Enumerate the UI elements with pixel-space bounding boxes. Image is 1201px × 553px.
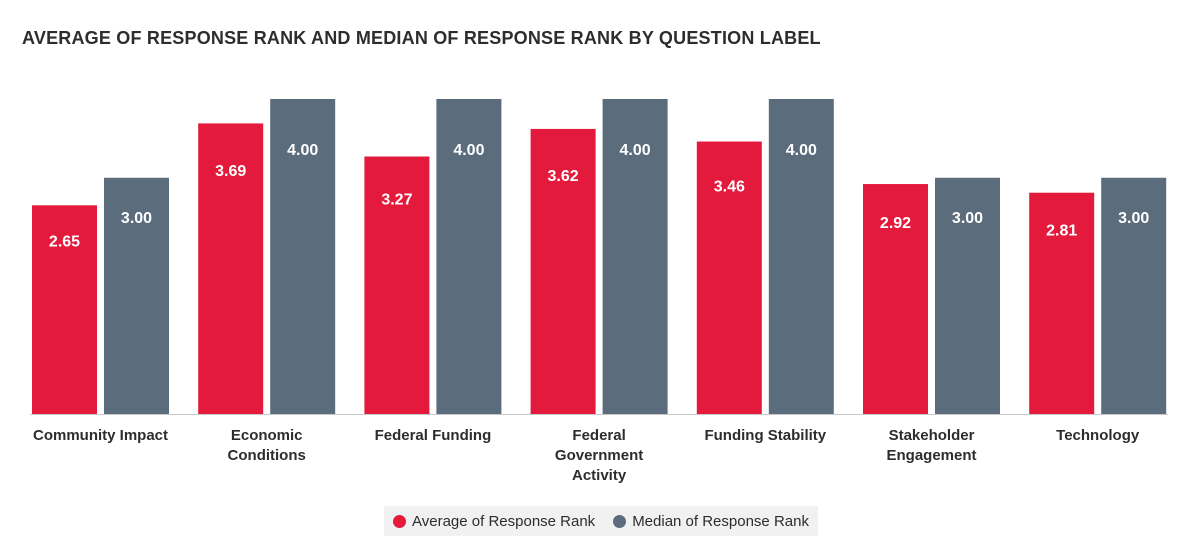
bar-chart: 2.65 3.00 Community Impact 3.69 4.00 Economic… [30,99,1168,484]
bar-median-4 [768,99,834,414]
x-tick-label-4: Funding Stability [704,427,826,444]
bar-median-2 [436,99,502,414]
legend-item-median: Median of Response Rank [613,513,809,530]
data-label-median-1: 4.00 [287,142,318,159]
bar-average-4 [696,141,762,414]
data-label-median-3: 4.00 [620,142,651,159]
data-label-average-2: 3.27 [381,192,412,209]
data-label-median-6: 3.00 [1118,210,1149,227]
bar-median-0 [104,177,169,414]
data-label-average-1: 3.69 [215,163,246,180]
legend-label-average: Average of Response Rank [412,512,596,530]
bar-median-3 [602,99,668,414]
legend-item-average: Average of Response Rank [393,513,595,530]
legend-swatch-median [613,514,627,528]
x-tick-label-5: Stakeholder Engagement [886,427,976,464]
x-tick-label-3: Federal Government Activity [555,427,643,484]
bar-average-0 [32,205,97,414]
x-tick-label-1: Economic Conditions [228,427,306,464]
data-label-average-4: 3.46 [714,179,745,196]
data-label-average-0: 2.65 [49,234,80,251]
legend-swatch-average [393,514,407,528]
bar-median-6 [1101,177,1167,414]
data-label-median-5: 3.00 [952,210,983,227]
data-label-average-5: 2.92 [880,215,911,232]
chart-legend: Average of Response Rank Median of Respo… [384,506,818,536]
x-tick-label-0: Community Impact [33,427,168,444]
bar-median-1 [270,99,336,414]
chart-title: AVERAGE OF RESPONSE RANK AND MEDIAN OF R… [22,28,821,48]
bar-average-2 [364,156,430,415]
legend-label-median: Median of Response Rank [632,512,809,530]
bar-median-5 [935,177,1000,414]
bar-average-5 [863,184,928,414]
data-label-median-2: 4.00 [453,142,484,159]
bar-average-6 [1029,192,1095,414]
data-label-median-4: 4.00 [786,142,817,159]
x-tick-label-2: Federal Funding [375,427,492,444]
bar-average-1 [198,123,264,414]
data-label-average-3: 3.62 [548,168,579,185]
data-label-median-0: 3.00 [121,210,152,227]
bar-average-3 [530,128,596,415]
x-tick-label-6: Technology [1056,427,1140,444]
data-label-average-6: 2.81 [1046,223,1077,240]
